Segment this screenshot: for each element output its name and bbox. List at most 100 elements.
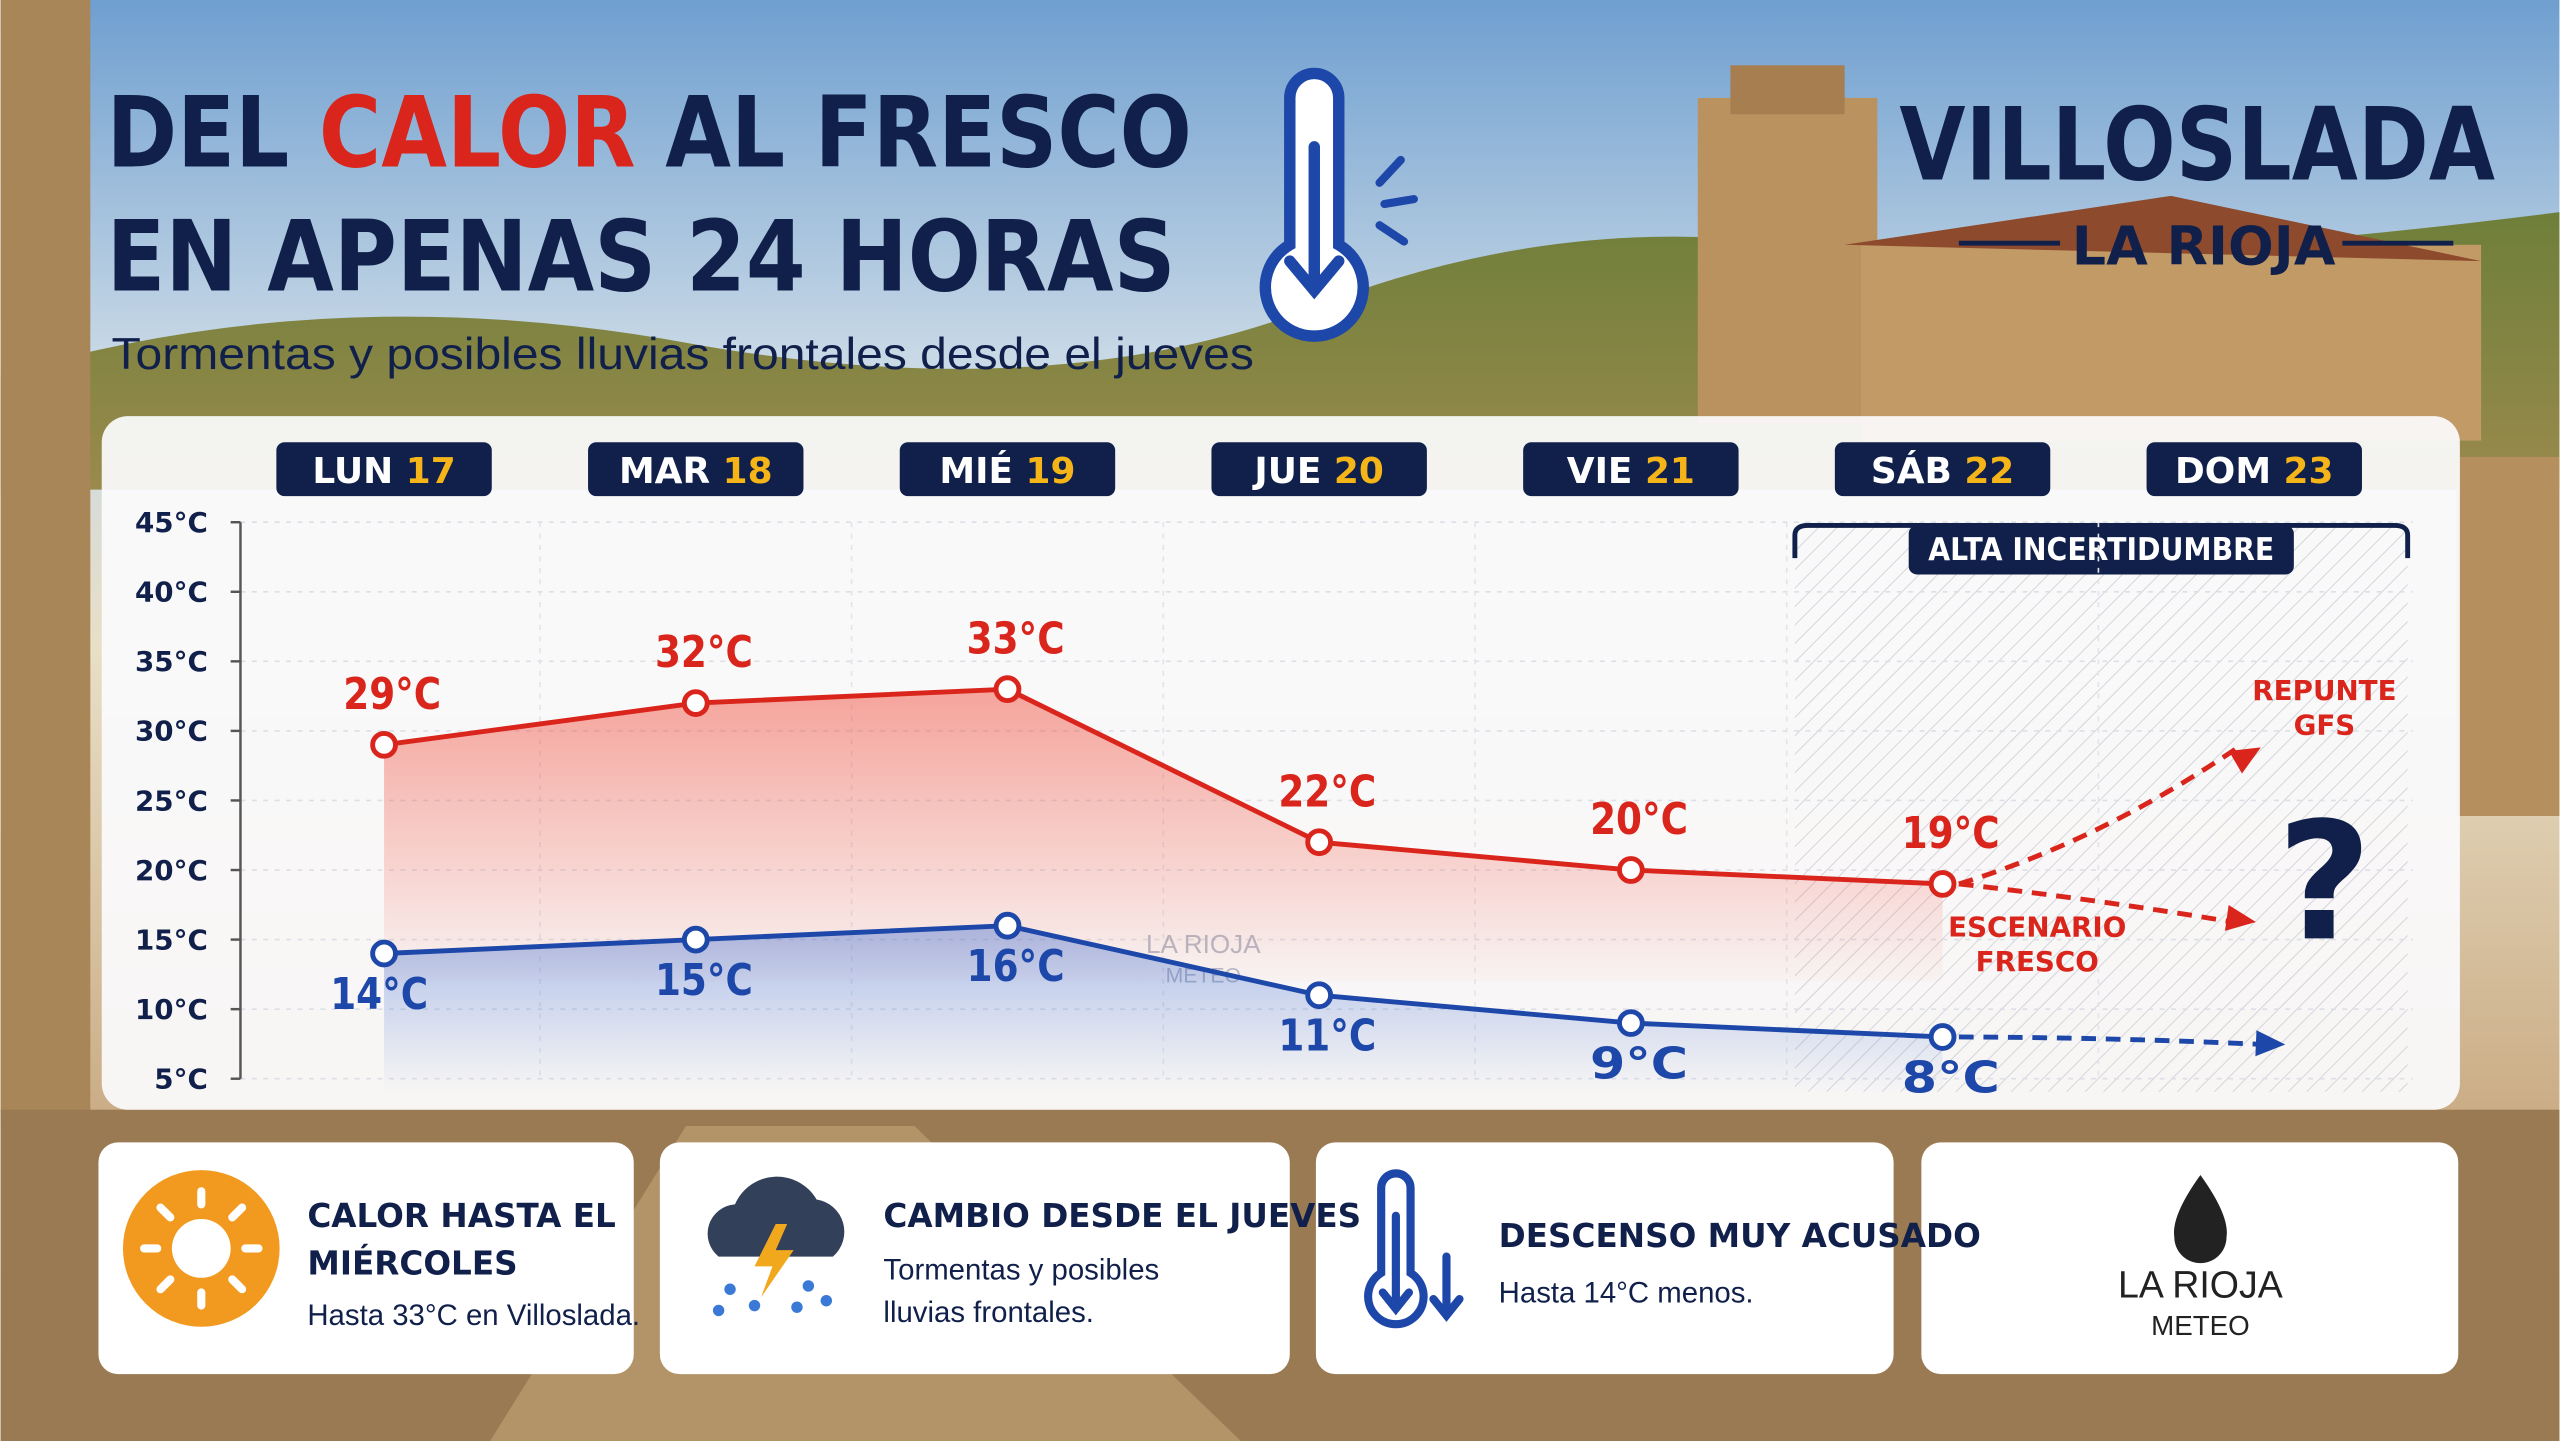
logo-text: LA RIOJA [2118,1263,2283,1305]
scenario-arrow [1958,881,2234,925]
card [1315,1142,1894,1375]
y-tick-label: 35°C [135,645,208,678]
day-name: VIE [1567,451,1633,492]
day-label: DOM 23 [2175,451,2333,492]
value-label: 9°C [1590,1039,1688,1090]
card-text: Hasta 14°C menos. [1499,1276,1754,1309]
cards: CALOR HASTA EL MIÉRCOLES Hasta 33°C en Vi… [98,1142,2459,1375]
y-tick-label: 20°C [135,854,208,887]
y-tick-label: 5°C [154,1063,208,1096]
arrow-head [2224,904,2256,931]
title-line: DEL CALOR AL FRESCO [107,76,1192,190]
y-tick-label: 10°C [135,993,208,1026]
day-label: VIE 21 [1567,451,1695,492]
day-pill [2146,442,2362,497]
scenario-label: FRESCO [1976,945,2099,978]
value-label: 16°C [967,941,1065,992]
day-name: JUE [1251,451,1321,492]
point [1616,1009,1645,1037]
scenario-label: GFS [2294,708,2356,741]
point [370,939,398,968]
scenario-label: REPUNTE [2252,674,2396,707]
point [681,689,710,717]
value-label: 15°C [655,955,753,1006]
subtitle: Tormentas y posibles lluvias frontales d… [112,330,1254,379]
value-label: 33°C [967,613,1065,664]
card-title: DESCENSO MUY ACUSADO [1499,1217,1981,1255]
day-date: 23 [2284,451,2334,492]
day-date: 21 [1645,451,1695,492]
day-name: DOM [2175,451,2271,492]
day-date: 17 [406,451,456,492]
y-tick-label: 45°C [135,506,208,539]
value-label: 8°C [1902,1052,2000,1103]
scenario-arrow [1958,745,2240,887]
card-text-line: lluvias frontales. [883,1296,1094,1329]
card-text: Tormentas y posibles lluvias frontales. [883,1253,1159,1328]
day-name: MIÉ [939,450,1013,492]
title-word: DEL [107,76,290,190]
day-label: JUE 20 [1251,451,1383,492]
title-highlight: CALOR [319,76,636,190]
point [1305,981,1334,1010]
card-text-line: Tormentas y posibles [883,1253,1159,1286]
logo-text: METEO [2151,1310,2250,1341]
uncertainty-label: ALTA INCERTIDUMBRE [1928,532,2274,568]
card-title-line: CALOR HASTA EL [307,1197,616,1235]
sun-icon [122,1170,280,1327]
value-label: 20°C [1590,794,1688,845]
day-pill [1834,442,2051,497]
uncertainty-banner [1908,525,2294,575]
day-label: MAR 18 [619,451,773,492]
thermometer-icon [1259,67,1418,342]
title-line: EN APENAS 24 HORAS [107,200,1176,314]
point [1928,870,1957,898]
day-date: 18 [723,451,773,492]
region: LA RIOJA [2072,214,2336,277]
storm-icon [707,1176,845,1317]
day-name: LUN [312,451,393,492]
area [384,689,1943,982]
value-label: 32°C [655,627,753,678]
day-label: SÁB 22 [1871,450,2014,492]
point [993,675,1022,704]
card-title: CAMBIO DESDE EL JUEVES [883,1197,1361,1235]
value-label: 22°C [1278,766,1376,817]
point [1616,856,1645,884]
logo-icon [2173,1174,2227,1264]
town: VILLOSLADA [1899,86,2495,204]
day-date: 20 [1334,451,1384,492]
day-date: 19 [1026,451,1076,492]
descent-icon [1364,1169,1464,1329]
day-name: MAR [619,451,710,492]
title-word: AL FRESCO [665,76,1192,190]
card-title: CALOR HASTA EL MIÉRCOLES [307,1197,616,1282]
day-date: 22 [1964,451,2014,492]
scenario-arrow [1958,1034,2263,1047]
scenario-label: ESCENARIO [1948,911,2126,944]
card-text: Hasta 33°C en Villoslada. [307,1299,640,1332]
y-tick-label: 15°C [135,923,208,956]
day-pill [1211,442,1427,497]
day-pill [276,442,492,497]
day-label: LUN 17 [312,451,455,492]
y-tick-label: 30°C [135,715,208,748]
plot: ALTA INCERTIDUMBRE 5°C 10°C 15°C 20°C 25°C 30°… [135,442,2413,1103]
area [384,925,1943,1092]
question-mark: ? [2277,788,2372,977]
point [993,911,1022,940]
uncertainty-zone [1794,522,2408,1092]
day-pill [1523,442,1739,497]
point [370,730,398,759]
day-label: MIÉ 19 [939,450,1075,492]
value-label: 19°C [1902,808,2000,859]
value-label: 11°C [1278,1011,1376,1062]
day-pill [588,442,804,497]
point [1305,828,1334,857]
point [1928,1023,1957,1051]
line [383,686,1943,887]
arrow-head [2255,1030,2286,1057]
y-tick-label: 25°C [135,784,208,817]
